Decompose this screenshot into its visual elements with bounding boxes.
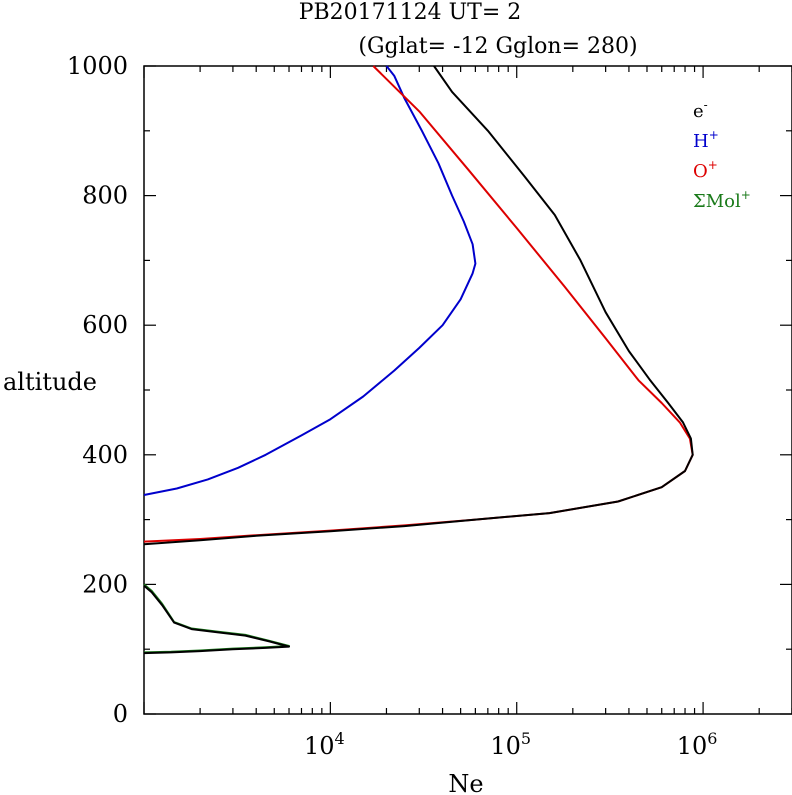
axis-ticks: [143, 65, 792, 715]
x-tick-label: 106: [677, 729, 718, 760]
y-tick-labels: 0 200 400 600 800 1000: [67, 52, 128, 728]
series-group: [143, 65, 694, 655]
y-tick-label: 800: [82, 182, 128, 210]
legend-entry-mol: ΣMol+: [693, 188, 751, 212]
series-line-electron: [143, 65, 694, 546]
legend-entry-electron: e-: [693, 98, 708, 122]
chart-title: PB20171124 UT= 2: [299, 0, 522, 25]
x-tick-label: 105: [490, 729, 531, 760]
y-tick-label: 1000: [67, 52, 128, 80]
y-tick-label: 0: [113, 700, 128, 728]
y-axis-label: altitude: [3, 368, 97, 396]
y-tick-label: 200: [82, 570, 128, 598]
series-line-hplus: [143, 65, 477, 496]
legend: e- H+ O+ ΣMol+: [693, 98, 751, 212]
x-tick-labels: 104 105 106: [304, 729, 717, 760]
series-line-electron_low: [143, 584, 290, 655]
legend-entry-hplus: H+: [693, 128, 719, 152]
y-tick-label: 400: [82, 441, 128, 469]
x-tick-label: 104: [304, 729, 345, 760]
chart-subtitle: (Gglat= -12 Gglon= 280): [358, 34, 637, 59]
series-line-oplus: [143, 65, 694, 543]
x-axis-label: Ne: [448, 770, 483, 795]
series-line-mol: [143, 583, 290, 654]
y-tick-label: 600: [82, 311, 128, 339]
legend-entry-oplus: O+: [693, 158, 718, 182]
